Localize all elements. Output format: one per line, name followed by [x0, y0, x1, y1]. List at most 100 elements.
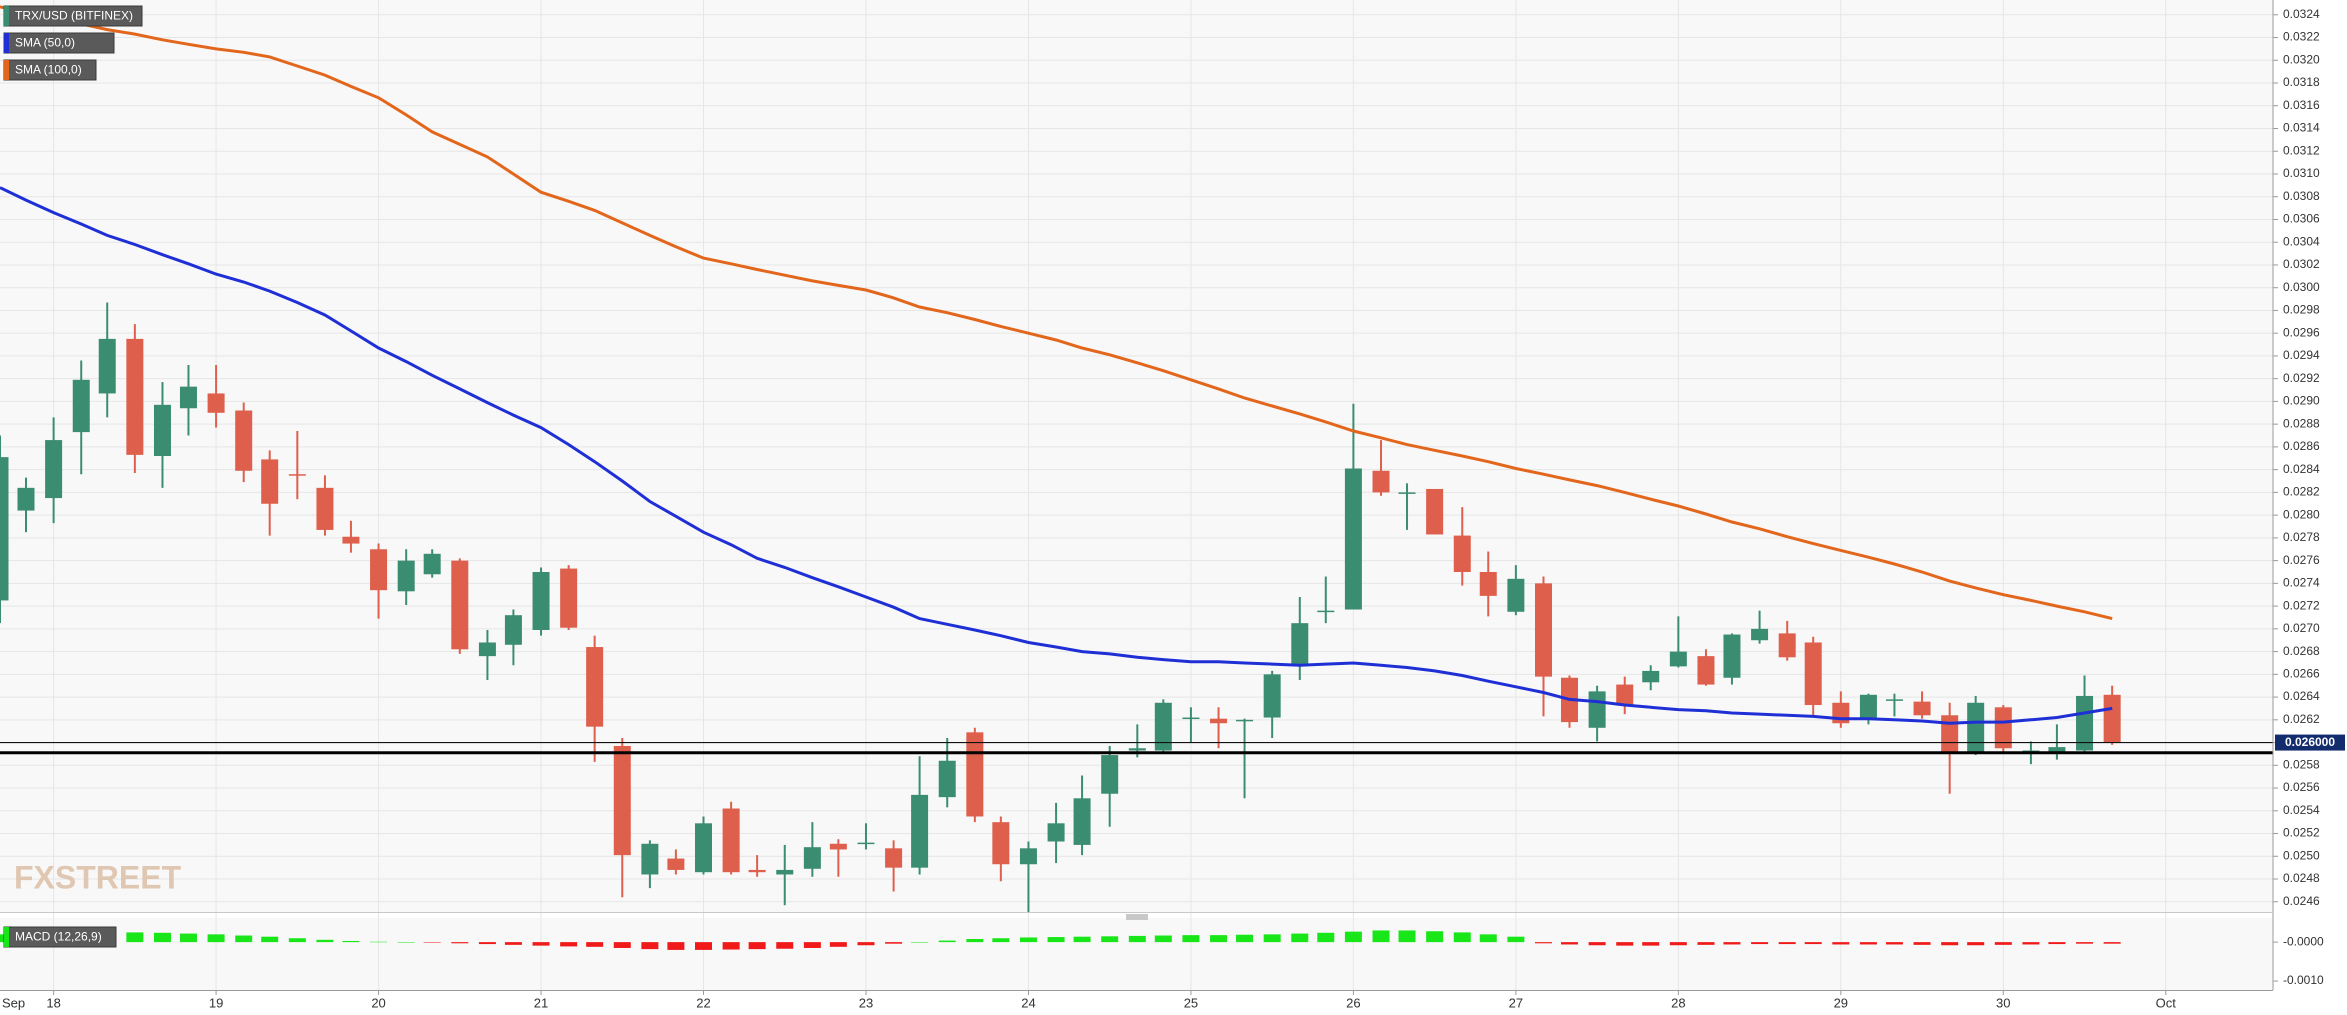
- macd-bar: [1344, 931, 1362, 943]
- x-tick-label: 25: [1184, 995, 1198, 1010]
- macd-bar: [423, 942, 441, 943]
- macd-bar: [451, 942, 469, 944]
- candle-body: [613, 745, 631, 856]
- watermark: FXSTREET: [14, 859, 182, 895]
- macd-bar: [992, 938, 1010, 943]
- legend-swatch: [4, 60, 9, 80]
- macd-bar: [857, 942, 875, 946]
- macd-y-tick-label: -0.0000: [2283, 934, 2324, 948]
- y-tick-label: 0.0278: [2283, 530, 2320, 544]
- macd-bar: [504, 942, 522, 945]
- candle-body: [966, 732, 984, 817]
- candle-body: [1751, 628, 1769, 641]
- candle-body: [1398, 492, 1416, 494]
- price-label-box: [2275, 734, 2345, 751]
- legend: TRX/USD (BITFINEX) SMA (50,0) SMA (100,0) M…: [3, 5, 143, 948]
- x-tick-label: 19: [209, 995, 223, 1010]
- candle-body: [261, 459, 279, 504]
- candle-body: [1507, 578, 1525, 612]
- sma-line: [0, 186, 2113, 725]
- y-tick-label: 0.0288: [2283, 416, 2320, 430]
- candle-body: [1859, 694, 1877, 720]
- y-tick-label: 0.0264: [2283, 689, 2320, 703]
- candle-body: [560, 568, 578, 628]
- macd-bar: [1859, 942, 1877, 945]
- candle-body: [2022, 750, 2040, 753]
- legend-label: SMA (50,0): [15, 36, 75, 50]
- y-tick-label: 0.0296: [2283, 325, 2320, 339]
- x-tick-label: 18: [46, 995, 60, 1010]
- candle-body: [370, 549, 388, 591]
- y-tick-label: 0.0306: [2283, 212, 2320, 226]
- macd-bar: [1967, 942, 1985, 946]
- legend-label: TRX/USD (BITFINEX): [15, 9, 133, 23]
- candle-body: [423, 553, 441, 575]
- candle-body: [72, 379, 90, 433]
- candle-body: [1263, 674, 1281, 718]
- candle-body: [504, 615, 522, 645]
- macd-bar: [370, 941, 388, 943]
- candle-body: [17, 487, 35, 511]
- macd-bar: [126, 932, 144, 943]
- y-tick-label: 0.0280: [2283, 507, 2320, 521]
- candle-body: [98, 338, 116, 394]
- y-tick-label: 0.0308: [2283, 189, 2320, 203]
- x-tick-label: 26: [1346, 995, 1360, 1010]
- candle-body: [451, 560, 469, 650]
- y-tick-label: 0.0320: [2283, 52, 2320, 66]
- candle-body: [1479, 571, 1497, 596]
- candle-body: [1236, 719, 1254, 722]
- y-tick-label: 0.0254: [2283, 803, 2320, 817]
- x-tick-label: 30: [1996, 995, 2010, 1010]
- candle-body: [857, 842, 875, 845]
- x-tick-label: 27: [1509, 995, 1523, 1010]
- candle-body: [1723, 634, 1741, 678]
- x-tick-label: 20: [371, 995, 385, 1010]
- candle-body: [478, 642, 496, 657]
- candle-body: [1019, 848, 1037, 865]
- candle-body: [1291, 623, 1309, 666]
- macd-bar: [1128, 935, 1146, 943]
- candle-body: [1344, 468, 1362, 610]
- macd-bar: [803, 942, 821, 948]
- macd-bar: [776, 942, 794, 949]
- candle-body: [45, 440, 63, 499]
- macd-bar: [1534, 942, 1552, 944]
- legend-swatch: [4, 6, 9, 26]
- macd-bar: [397, 942, 415, 943]
- y-tick-label: 0.0302: [2283, 257, 2320, 271]
- legend-swatch: [4, 927, 9, 947]
- macd-bar: [1236, 934, 1254, 943]
- y-tick-label: 0.0258: [2283, 757, 2320, 771]
- y-tick-label: 0.0274: [2283, 576, 2320, 590]
- macd-bar: [1317, 932, 1335, 943]
- macd-bar: [1723, 942, 1741, 945]
- y-tick-label: 0.0270: [2283, 621, 2320, 635]
- candle-body: [2048, 747, 2066, 753]
- y-tick-label: 0.0314: [2283, 121, 2320, 135]
- candle-body: [288, 474, 306, 476]
- y-tick-label: 0.0316: [2283, 98, 2320, 112]
- candle-body: [2076, 695, 2094, 751]
- macd-bar: [1047, 937, 1065, 943]
- candle-body: [586, 647, 604, 727]
- macd-bar: [1426, 931, 1444, 943]
- y-tick-label: 0.0262: [2283, 712, 2320, 726]
- y-tick-label: 0.0322: [2283, 30, 2320, 44]
- candle-body: [667, 858, 685, 870]
- candle-body: [1642, 670, 1660, 683]
- x-tick-label: 21: [534, 995, 548, 1010]
- macd-bar: [1804, 942, 1822, 945]
- candle-body: [641, 843, 659, 875]
- macd-bar: [1372, 930, 1390, 943]
- y-tick-label: 0.0250: [2283, 848, 2320, 862]
- scroll-handle[interactable]: [1126, 914, 1148, 920]
- macd-bar: [1210, 935, 1228, 943]
- macd-bar: [586, 942, 604, 947]
- macd-bar: [1073, 936, 1091, 943]
- macd-bar: [1913, 942, 1931, 945]
- macd-bar: [1507, 936, 1525, 943]
- y-tick-label: 0.0318: [2283, 75, 2320, 89]
